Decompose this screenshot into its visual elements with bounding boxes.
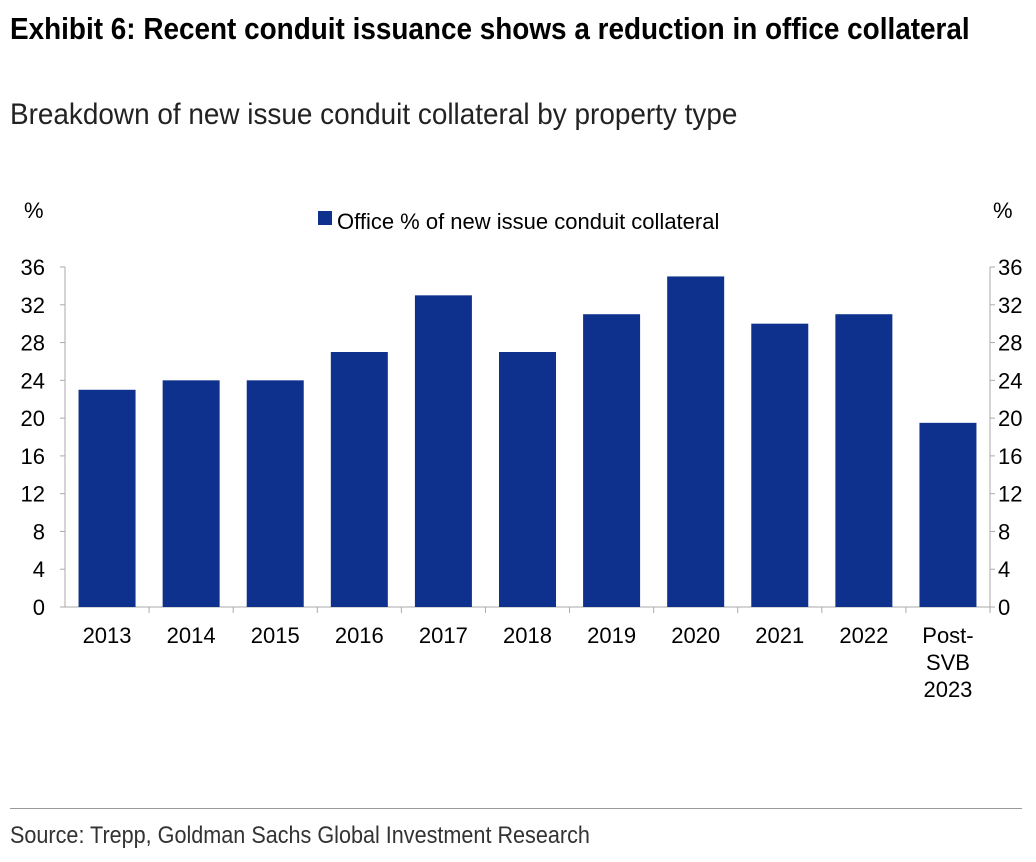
y-tick-label-right: 8 <box>998 519 1010 544</box>
y-tick-label-right: 4 <box>998 557 1010 582</box>
y-tick-label-left: 4 <box>33 557 45 582</box>
x-tick-label: 2023 <box>923 677 972 702</box>
x-tick-label: 2016 <box>335 623 384 648</box>
bar <box>583 314 641 607</box>
x-tick-label: 2021 <box>755 623 804 648</box>
y-tick-label-left: 16 <box>21 444 45 469</box>
x-tick-label: 2022 <box>839 623 888 648</box>
y-tick-label-left: 36 <box>21 255 45 280</box>
bar <box>246 380 304 607</box>
bar <box>751 323 809 607</box>
y-tick-label-left: 12 <box>21 482 45 507</box>
y-tick-label-right: 0 <box>998 595 1010 620</box>
legend-swatch <box>318 211 332 225</box>
y-tick-label-right: 16 <box>998 444 1022 469</box>
y-tick-label-right: 12 <box>998 482 1022 507</box>
chart-title: Exhibit 6: Recent conduit issuance shows… <box>10 11 970 46</box>
y-axis-label-right: % <box>993 198 1013 223</box>
x-tick-label: Post- <box>922 623 973 648</box>
y-tick-label-left: 32 <box>21 293 45 318</box>
source-note: Source: Trepp, Goldman Sachs Global Inve… <box>10 822 590 849</box>
y-tick-label-right: 36 <box>998 255 1022 280</box>
x-tick-label: 2014 <box>167 623 216 648</box>
y-axis-label-left: % <box>24 198 44 223</box>
y-tick-label-left: 8 <box>33 519 45 544</box>
divider <box>10 808 1022 809</box>
y-tick-label-right: 20 <box>998 406 1022 431</box>
y-tick-label-left: 24 <box>21 368 45 393</box>
bar <box>162 380 220 607</box>
x-tick-label: 2020 <box>671 623 720 648</box>
bar <box>667 276 725 607</box>
y-tick-label-right: 24 <box>998 368 1022 393</box>
x-tick-label: 2018 <box>503 623 552 648</box>
bar <box>835 314 893 607</box>
chart-subtitle: Breakdown of new issue conduit collatera… <box>10 98 738 131</box>
legend-label: Office % of new issue conduit collateral <box>337 209 719 234</box>
bar <box>919 422 977 607</box>
y-tick-label-right: 32 <box>998 293 1022 318</box>
y-tick-label-right: 28 <box>998 331 1022 356</box>
bar <box>330 352 388 607</box>
x-tick-label: 2013 <box>83 623 132 648</box>
x-tick-label: 2015 <box>251 623 300 648</box>
y-tick-label-left: 20 <box>21 406 45 431</box>
x-tick-label: 2017 <box>419 623 468 648</box>
bar <box>414 295 472 607</box>
y-tick-label-left: 0 <box>33 595 45 620</box>
bar <box>78 389 136 607</box>
y-tick-label-left: 28 <box>21 331 45 356</box>
x-tick-label: 2019 <box>587 623 636 648</box>
bar <box>499 352 556 607</box>
x-tick-label: SVB <box>926 650 970 675</box>
